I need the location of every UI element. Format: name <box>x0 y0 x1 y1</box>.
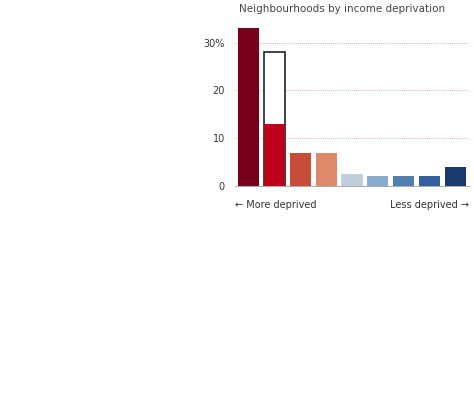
Bar <box>290 152 311 186</box>
Bar <box>316 152 337 186</box>
Text: Neighbourhoods by income deprivation: Neighbourhoods by income deprivation <box>239 4 446 14</box>
Bar <box>393 176 414 186</box>
Bar <box>367 176 388 186</box>
Bar <box>264 124 285 186</box>
Bar <box>419 176 440 186</box>
Bar <box>341 174 363 186</box>
Text: Less deprived →: Less deprived → <box>390 200 469 210</box>
Bar <box>264 52 285 186</box>
Text: ← More deprived: ← More deprived <box>235 200 316 210</box>
Bar <box>445 167 465 186</box>
Bar <box>238 28 259 186</box>
Bar <box>264 124 285 186</box>
